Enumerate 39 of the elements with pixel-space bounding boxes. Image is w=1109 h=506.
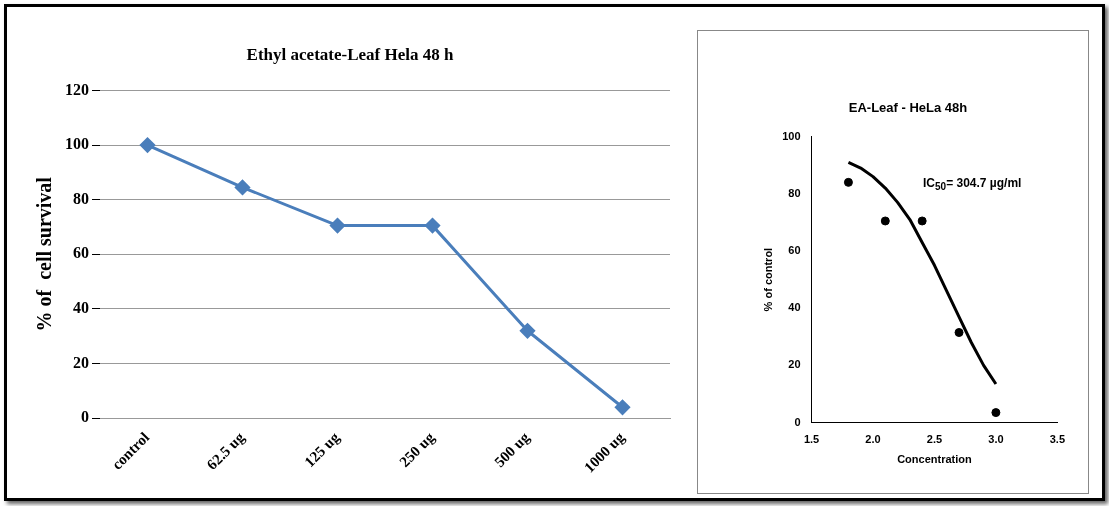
y-tick-label: 80	[788, 186, 801, 199]
annotation: IC$_{50}$= 304.7 µg/ml	[923, 176, 1022, 193]
y-tick-label: 120	[65, 80, 89, 98]
x-tick-label: 125 ug	[301, 428, 343, 471]
point	[330, 218, 345, 234]
x-tick-label: 2.5	[926, 433, 943, 446]
point	[917, 216, 927, 226]
x-axis-title: Concentration	[897, 453, 973, 466]
point	[991, 408, 1001, 418]
y-tick-label: 80	[73, 189, 89, 207]
x-tick-label: 2.0	[865, 433, 881, 446]
point	[425, 218, 440, 234]
x-tick-label: 250 ug	[396, 428, 438, 471]
y-tick-label: 60	[788, 244, 801, 257]
y-tick-label: 20	[73, 353, 89, 371]
x-tick-label: 3.5	[1049, 433, 1065, 446]
point	[615, 399, 630, 415]
y-axis-title: % of control	[761, 247, 774, 312]
x-tick-label: 1.5	[803, 433, 820, 446]
y-tick-label: 40	[788, 301, 801, 314]
x-tick-label: 3.0	[988, 433, 1004, 446]
point	[140, 137, 155, 153]
y-tick-label: 40	[73, 299, 89, 317]
x-tick-label: 62.5 ug	[203, 428, 248, 473]
point	[843, 177, 853, 187]
y-tick-label: 0	[794, 415, 801, 428]
chart-title: EA-Leaf - HeLa 48h	[848, 100, 968, 116]
point	[520, 323, 535, 339]
y-axis-title: % of cell survival	[33, 176, 56, 332]
chart-title: Ethyl acetate-Leaf Hela 48 h	[246, 44, 454, 64]
y-tick-label: 20	[788, 358, 801, 371]
point	[954, 328, 964, 338]
x-tick-label: 500 ug	[491, 428, 533, 471]
point	[880, 216, 890, 226]
y-tick-label: 100	[782, 129, 801, 142]
y-tick-label: 100	[65, 135, 89, 153]
y-tick-label: 0	[81, 408, 89, 426]
point	[235, 179, 250, 195]
y-tick-label: 60	[73, 244, 89, 262]
